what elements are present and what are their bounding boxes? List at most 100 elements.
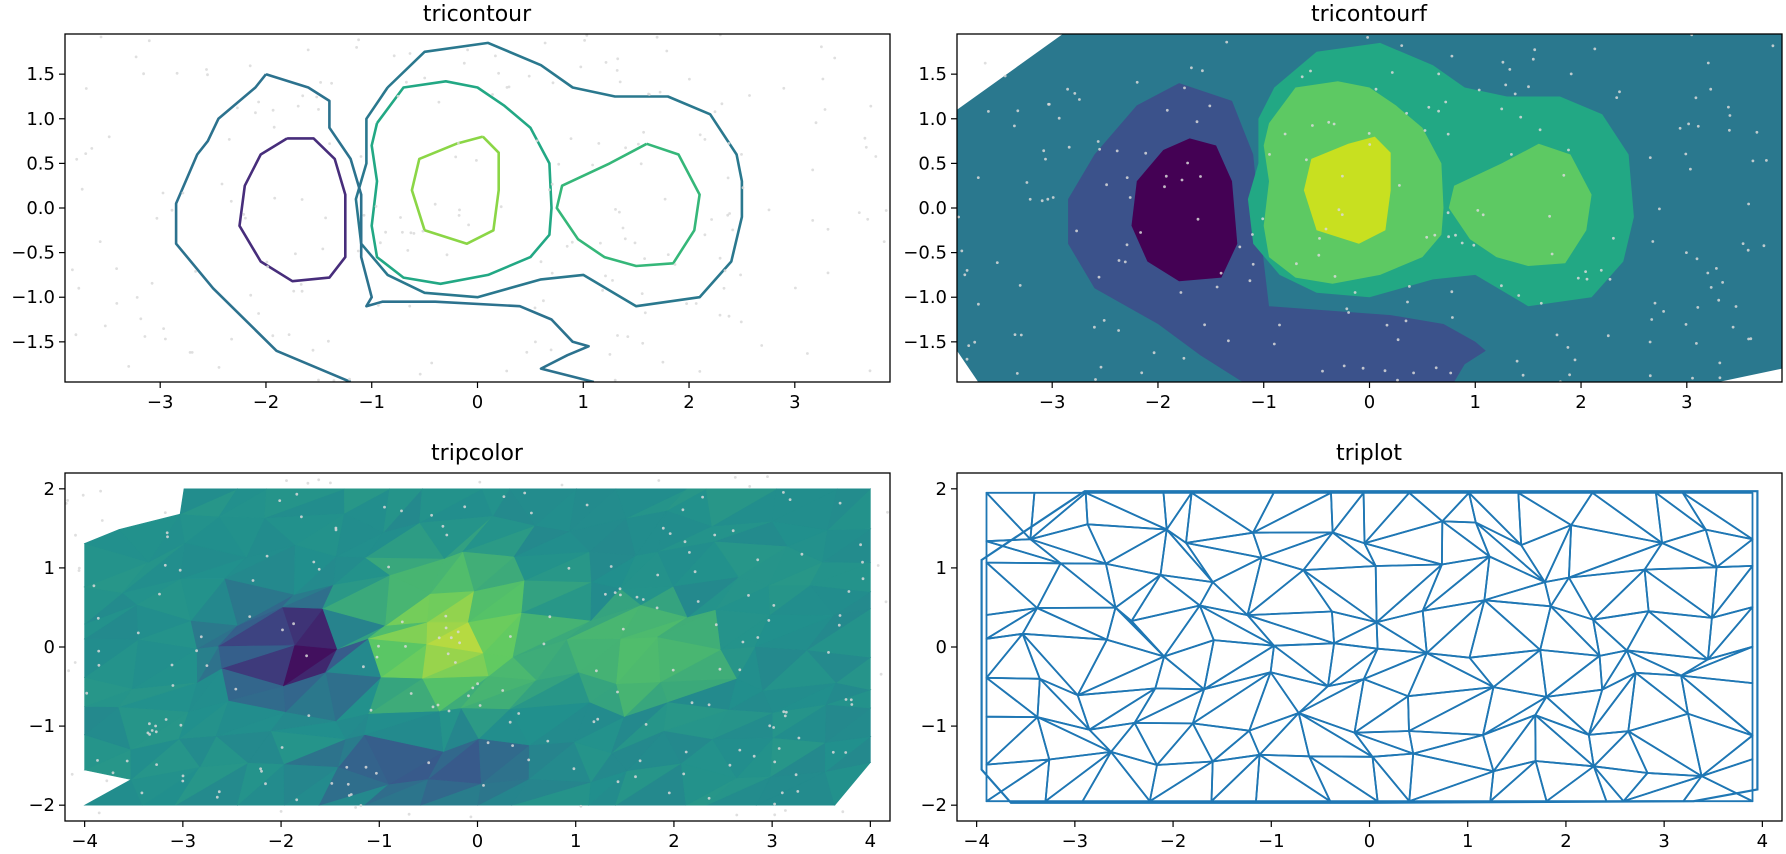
subplot-triplot: triplot −4 −3 −2 −1 0 1 2 3 4 −2 −1 0 1 2 bbox=[920, 441, 1783, 852]
sample-point bbox=[838, 501, 842, 505]
sample-point bbox=[748, 485, 752, 488]
sample-point bbox=[236, 106, 239, 110]
sample-point bbox=[97, 649, 101, 653]
sample-point bbox=[616, 334, 619, 337]
sample-point bbox=[1691, 376, 1694, 380]
tri-edge-203 bbox=[1162, 491, 1193, 531]
sample-point bbox=[591, 163, 594, 167]
x-tick-label: 0 bbox=[1364, 392, 1375, 413]
sample-point bbox=[259, 767, 262, 771]
sample-point bbox=[81, 493, 85, 497]
sample-point bbox=[300, 289, 304, 293]
sample-point bbox=[306, 48, 310, 52]
x-tick-label: −4 bbox=[963, 831, 990, 852]
sample-point bbox=[884, 209, 888, 212]
sample-point bbox=[727, 314, 731, 318]
sample-point bbox=[957, 215, 960, 219]
sample-point bbox=[1648, 374, 1652, 378]
sample-point bbox=[80, 187, 84, 191]
tri-edge-192 bbox=[1643, 542, 1718, 571]
sample-point bbox=[466, 48, 469, 52]
sample-point bbox=[1261, 217, 1265, 221]
tri-edge-105 bbox=[1539, 649, 1601, 698]
sample-point bbox=[384, 230, 387, 234]
sample-point bbox=[96, 616, 100, 620]
plot-area bbox=[65, 475, 889, 819]
sample-point bbox=[1140, 371, 1144, 375]
sample-point bbox=[1618, 90, 1621, 94]
sample-point bbox=[585, 503, 589, 507]
sample-point bbox=[738, 748, 742, 752]
sample-point bbox=[1099, 365, 1103, 369]
sample-point bbox=[666, 253, 670, 256]
sample-point bbox=[324, 216, 327, 220]
sample-point bbox=[1689, 167, 1692, 171]
sample-point bbox=[328, 142, 331, 146]
sample-point bbox=[321, 247, 325, 251]
y-tick-label: 2 bbox=[44, 479, 55, 500]
y-tick-label: −0.5 bbox=[11, 243, 55, 264]
sample-point bbox=[811, 219, 815, 222]
sample-point bbox=[782, 86, 786, 90]
sample-point bbox=[1567, 148, 1570, 152]
sample-point bbox=[642, 130, 645, 134]
tri-face-302 bbox=[569, 488, 617, 532]
sample-point bbox=[831, 750, 835, 754]
y-tick-label: −2 bbox=[28, 795, 55, 816]
sample-point bbox=[698, 370, 702, 373]
sample-point bbox=[1533, 48, 1537, 52]
sample-point bbox=[643, 311, 647, 315]
sample-point bbox=[227, 138, 231, 141]
sample-point bbox=[165, 531, 169, 535]
sample-point bbox=[618, 80, 622, 84]
sample-point bbox=[1685, 251, 1688, 255]
sample-point bbox=[1555, 333, 1559, 337]
sample-point bbox=[1251, 233, 1254, 236]
sample-point bbox=[623, 237, 627, 241]
sample-point bbox=[1199, 175, 1202, 178]
x-tick-label: −1 bbox=[366, 831, 393, 852]
sample-point bbox=[1709, 286, 1713, 289]
sample-point bbox=[1067, 145, 1071, 149]
sample-point bbox=[146, 731, 150, 735]
sample-point bbox=[1427, 105, 1431, 109]
sample-point bbox=[772, 604, 776, 607]
sample-point bbox=[1317, 253, 1321, 257]
y-tick-label: 0.0 bbox=[918, 198, 947, 219]
sample-point bbox=[271, 334, 275, 338]
sample-point bbox=[1406, 300, 1409, 304]
sample-point bbox=[884, 600, 888, 604]
sample-point bbox=[501, 689, 505, 692]
tri-edge-131 bbox=[1483, 599, 1552, 651]
sample-point bbox=[1648, 156, 1652, 160]
y-tick-label: −1 bbox=[920, 716, 947, 737]
sample-point bbox=[97, 663, 101, 667]
y-tick-label: 1.5 bbox=[26, 64, 55, 85]
sample-point bbox=[1367, 132, 1371, 135]
sample-point bbox=[728, 763, 732, 767]
sample-point bbox=[868, 369, 872, 373]
sample-point bbox=[444, 626, 448, 630]
x-tick-label: 2 bbox=[668, 831, 679, 852]
sample-point bbox=[217, 366, 221, 369]
sample-point bbox=[170, 663, 174, 667]
x-tick-label: 1 bbox=[578, 392, 589, 413]
sample-point bbox=[497, 71, 500, 75]
sample-point bbox=[1706, 61, 1710, 65]
sample-point bbox=[431, 705, 435, 709]
sample-point bbox=[965, 357, 969, 361]
sample-point bbox=[1472, 243, 1476, 247]
tri-edge-136 bbox=[1625, 610, 1709, 661]
sample-point bbox=[1227, 339, 1230, 343]
tri-edge-29 bbox=[985, 715, 1039, 766]
sample-point bbox=[377, 303, 380, 307]
sample-point bbox=[1311, 124, 1314, 127]
sample-point bbox=[1451, 316, 1454, 319]
sample-point bbox=[983, 61, 987, 65]
sample-point bbox=[1741, 242, 1745, 246]
tri-edge-49 bbox=[1534, 714, 1595, 768]
sample-point bbox=[1504, 83, 1508, 87]
tri-edge-65 bbox=[1191, 671, 1272, 725]
sample-point bbox=[1203, 323, 1206, 327]
sample-point bbox=[467, 694, 470, 698]
